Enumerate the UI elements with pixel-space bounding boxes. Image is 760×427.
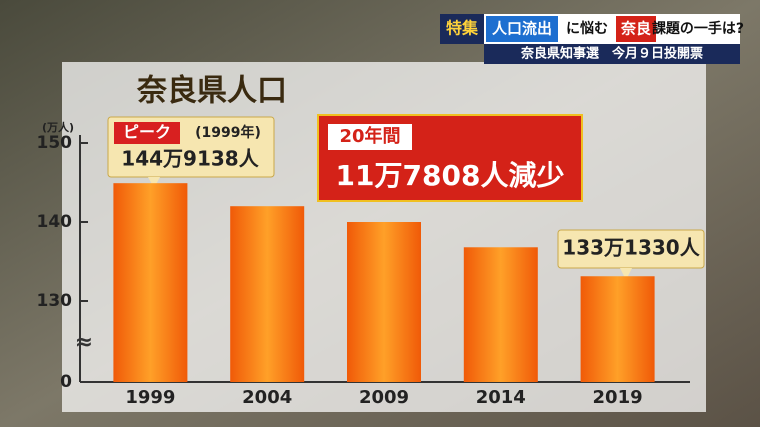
x-tick-label: 2004	[242, 387, 292, 408]
y-tick-label: 0	[60, 372, 72, 392]
banner-sub-bg	[484, 44, 740, 64]
x-tick-label: 1999	[125, 387, 175, 408]
banner-text: に悩む	[566, 20, 608, 37]
bar	[463, 247, 538, 382]
y-unit: (万人)	[42, 120, 74, 134]
peak-year: (1999年)	[195, 124, 261, 141]
banner-box	[486, 16, 558, 42]
y-tick-label: 150	[37, 133, 73, 153]
decrease-label: 11万7808人減少	[336, 159, 565, 192]
period-label: 20年間	[339, 125, 400, 147]
axis-break: ≈	[75, 330, 93, 355]
banner-tag: 特集	[446, 19, 479, 38]
banner-text: 課題の一手は?	[652, 20, 744, 37]
x-tick-label: 2014	[476, 387, 526, 408]
peak-tag	[114, 122, 180, 144]
callout-pointer	[620, 268, 632, 280]
banner-tag-bg	[440, 14, 484, 44]
bar	[347, 222, 421, 382]
banner-text: 人口流出	[492, 20, 552, 38]
x-tick-label: 2009	[359, 387, 409, 408]
chart-title: 奈良県人口	[136, 74, 287, 109]
period-tag	[328, 124, 412, 150]
y-tick-label: 140	[37, 212, 73, 232]
banner-text: 奈良	[620, 20, 651, 38]
callout-pointer	[148, 177, 160, 188]
bar	[580, 276, 655, 382]
banner-box	[616, 16, 656, 42]
peak-label: ピーク	[123, 123, 171, 142]
value-label: 133万1330人	[562, 236, 700, 260]
banner-subtitle: 奈良県知事選 今月９日投開票	[520, 46, 703, 62]
bar	[113, 183, 188, 382]
x-tick-label: 2019	[593, 387, 643, 408]
bar	[230, 206, 305, 382]
value-label: 144万9138人	[121, 147, 259, 171]
y-tick-label: 130	[37, 291, 73, 311]
